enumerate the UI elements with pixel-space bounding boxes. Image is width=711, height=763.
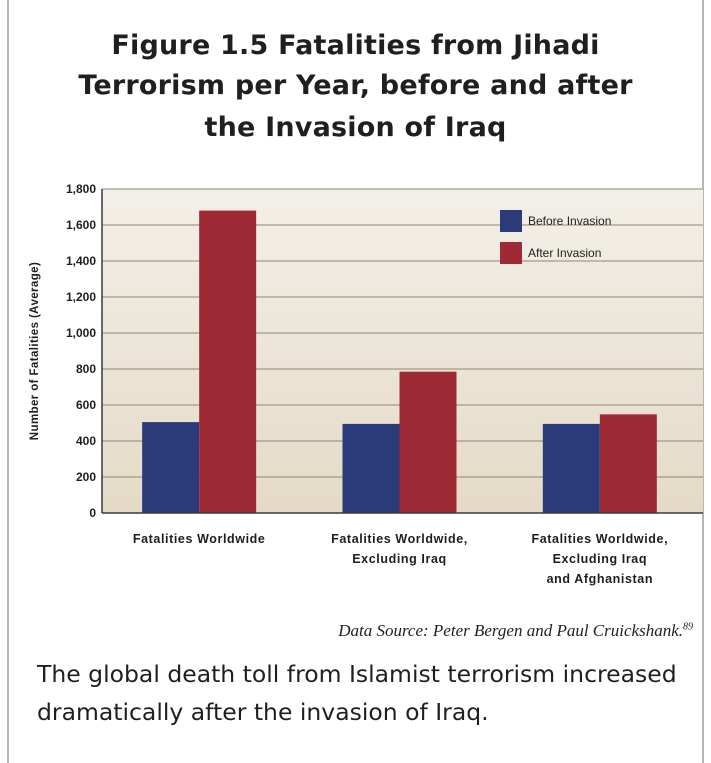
- x-category-label: Excluding Iraq: [553, 552, 648, 566]
- before-invasion-bar: [542, 423, 600, 513]
- figure-title-line-1: Figure 1.5 Fatalities from Jihadi: [111, 30, 600, 61]
- y-tick-label: 200: [76, 470, 96, 484]
- legend-swatch-after: [500, 242, 522, 264]
- caption-line-1: The global death toll from Islamist terr…: [37, 660, 677, 688]
- x-category-label: Excluding Iraq: [352, 552, 447, 566]
- y-tick-label: 1,600: [66, 218, 96, 232]
- y-tick-label: 1,800: [66, 182, 96, 196]
- legend-label: Before Invasion: [528, 214, 611, 228]
- y-tick-label: 1,200: [66, 290, 96, 304]
- figure-title-line-3: the Invasion of Iraq: [204, 112, 507, 143]
- y-tick-label: 400: [76, 434, 96, 448]
- axes: [101, 189, 703, 514]
- after-invasion-bar: [599, 414, 657, 513]
- y-tick-label: 800: [76, 362, 96, 376]
- y-tick-label: 1,400: [66, 254, 96, 268]
- x-axis-category-labels: Fatalities Worldwide Fatalities Worldwide…: [133, 532, 668, 586]
- x-category-label: Fatalities Worldwide,: [531, 532, 668, 546]
- y-tick-label: 0: [89, 506, 96, 520]
- y-tick-label: 600: [76, 398, 96, 412]
- caption-line-2: dramatically after the invasion of Iraq.: [37, 698, 489, 726]
- legend: Before Invasion After Invasion: [500, 210, 611, 264]
- x-category-label: Fatalities Worldwide: [133, 532, 266, 546]
- after-invasion-bar: [399, 371, 457, 513]
- x-category-label: Fatalities Worldwide,: [331, 532, 468, 546]
- before-invasion-bar: [342, 423, 400, 513]
- after-invasion-bar: [199, 210, 257, 513]
- y-axis-ticks: 0 200 400 600 800 1,000 1,200 1,400 1,600 1,800: [66, 182, 96, 520]
- legend-swatch-before: [500, 210, 522, 232]
- y-tick-label: 1,000: [66, 326, 96, 340]
- legend-label: After Invasion: [528, 246, 601, 260]
- left-border-rule: [7, 0, 9, 763]
- footnote-reference: 89: [683, 621, 693, 633]
- figure-title-line-2: Terrorism per Year, before and after: [78, 70, 633, 101]
- figure-caption: The global death toll from Islamist terr…: [37, 655, 697, 731]
- x-category-label: and Afghanistan: [547, 572, 653, 586]
- data-source-text: Data Source: Peter Bergen and Paul Cruic…: [338, 621, 683, 640]
- bars: [142, 210, 657, 513]
- data-source-note: Data Source: Peter Bergen and Paul Cruic…: [338, 621, 693, 641]
- before-invasion-bar: [142, 422, 200, 513]
- y-axis-label: Number of Fatalities (Average): [29, 262, 41, 440]
